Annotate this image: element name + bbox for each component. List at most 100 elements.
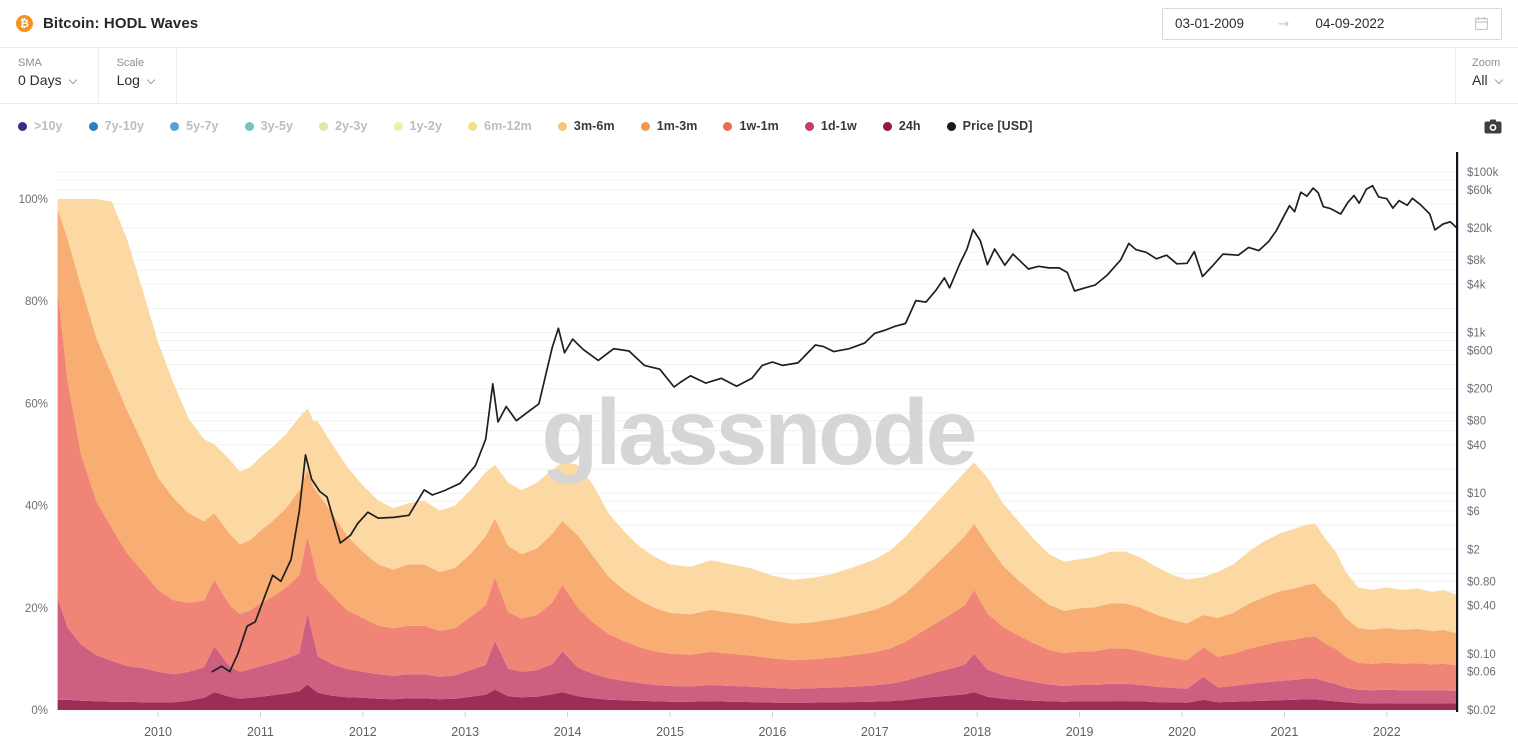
svg-text:$10: $10	[1467, 488, 1486, 500]
page-title: Bitcoin: HODL Waves	[43, 15, 199, 32]
camera-button[interactable]	[1484, 119, 1502, 134]
svg-text:2021: 2021	[1270, 725, 1298, 739]
svg-text:80%: 80%	[25, 296, 48, 308]
svg-text:$40: $40	[1467, 440, 1486, 452]
legend-dot	[804, 121, 814, 131]
legend-dot	[640, 121, 650, 131]
svg-text:2012: 2012	[349, 725, 377, 739]
chevron-down-icon	[146, 75, 156, 85]
svg-text:$200: $200	[1467, 384, 1493, 396]
legend-dot	[393, 121, 403, 131]
legend-label: 5y-7y	[186, 119, 219, 133]
svg-text:2016: 2016	[758, 725, 786, 739]
toolbar-spacer	[177, 48, 1455, 103]
legend-dot	[18, 121, 27, 131]
scale-label: Scale	[116, 57, 145, 69]
svg-text:2011: 2011	[247, 725, 274, 739]
legend-item-3m-6m[interactable]: 3m-6m	[557, 119, 615, 133]
legend-dot	[723, 121, 733, 131]
zoom-value: All	[1472, 72, 1488, 88]
svg-text:0%: 0%	[31, 705, 48, 717]
legend-item-5y-7y[interactable]: 5y-7y	[170, 119, 218, 133]
svg-text:2014: 2014	[554, 725, 582, 739]
scale-dropdown[interactable]: Scale Log	[99, 48, 177, 103]
legend-item-1y-2y[interactable]: 1y-2y	[393, 119, 443, 133]
legend: >10y 7y-10y 5y-7y 3y-5y 2y-3y 1y-2y 6m-12m 3m-6…	[18, 119, 1033, 133]
legend-label: 1w-1m	[739, 119, 779, 133]
legend-dot	[88, 121, 98, 131]
svg-text:20%: 20%	[25, 603, 48, 615]
svg-text:$80: $80	[1467, 416, 1486, 428]
svg-text:$600: $600	[1467, 345, 1493, 357]
legend-dot	[319, 121, 329, 131]
chevron-down-icon	[1494, 75, 1503, 85]
svg-text:40%: 40%	[25, 501, 48, 513]
svg-text:2010: 2010	[144, 725, 172, 739]
toolbar: SMA 0 Days Scale Log Zoom All	[0, 48, 1518, 104]
svg-text:$4k: $4k	[1467, 279, 1486, 291]
legend-item--10y[interactable]: >10y	[18, 119, 63, 133]
legend-dot	[882, 121, 892, 131]
svg-text:$0.10: $0.10	[1467, 649, 1496, 661]
legend-label: 7y-10y	[104, 119, 145, 133]
sma-label: SMA	[18, 57, 42, 69]
zoom-dropdown[interactable]: Zoom All	[1455, 48, 1518, 103]
svg-text:2018: 2018	[963, 725, 991, 739]
legend-dot	[468, 121, 478, 131]
header: ₿ Bitcoin: HODL Waves 03-01-2009 → 04-09…	[0, 0, 1518, 48]
legend-item-price-usd-[interactable]: Price [USD]	[946, 119, 1033, 133]
svg-text:2013: 2013	[451, 725, 479, 739]
bitcoin-icon: ₿	[16, 15, 33, 32]
zoom-label: Zoom	[1472, 57, 1501, 69]
svg-text:$1k: $1k	[1467, 328, 1486, 340]
svg-text:$0.02: $0.02	[1467, 705, 1496, 717]
svg-text:$20k: $20k	[1467, 223, 1492, 235]
legend-dot	[244, 121, 254, 131]
svg-text:2019: 2019	[1066, 725, 1094, 739]
legend-label: 6m-12m	[484, 119, 532, 133]
legend-dot	[557, 121, 567, 131]
date-from-input[interactable]: 03-01-2009	[1175, 16, 1245, 31]
svg-text:glassnode: glassnode	[542, 380, 975, 484]
legend-label: >10y	[34, 119, 63, 133]
legend-label: 1d-1w	[820, 119, 857, 133]
legend-label: 3m-6m	[573, 119, 615, 133]
legend-dot	[946, 121, 956, 131]
sma-dropdown[interactable]: SMA 0 Days	[0, 48, 99, 103]
svg-text:2017: 2017	[861, 725, 889, 739]
svg-text:2015: 2015	[656, 725, 684, 739]
date-to-input[interactable]: 04-09-2022	[1315, 16, 1385, 31]
legend-item-24h[interactable]: 24h	[882, 119, 921, 133]
svg-text:$0.06: $0.06	[1467, 667, 1496, 679]
sma-value: 0 Days	[18, 72, 62, 88]
calendar-icon[interactable]	[1474, 16, 1489, 31]
legend-dot	[170, 121, 180, 131]
arrow-right-icon: →	[1278, 15, 1290, 32]
legend-label: 1y-2y	[409, 119, 443, 133]
svg-text:$2: $2	[1467, 544, 1480, 556]
legend-label: 2y-3y	[335, 119, 368, 133]
svg-text:60%: 60%	[25, 398, 48, 410]
legend-item-1w-1m[interactable]: 1w-1m	[723, 119, 779, 133]
legend-label: Price [USD]	[962, 119, 1033, 133]
legend-item-2y-3y[interactable]: 2y-3y	[319, 119, 367, 133]
legend-row: >10y 7y-10y 5y-7y 3y-5y 2y-3y 1y-2y 6m-12m 3m-6…	[0, 104, 1518, 148]
svg-text:$8k: $8k	[1467, 255, 1486, 267]
legend-item-6m-12m[interactable]: 6m-12m	[468, 119, 532, 133]
chevron-down-icon	[68, 75, 77, 85]
svg-text:$60k: $60k	[1467, 185, 1492, 197]
svg-text:2020: 2020	[1168, 725, 1196, 739]
legend-label: 1m-3m	[656, 119, 698, 133]
date-range-picker[interactable]: 03-01-2009 → 04-09-2022	[1162, 7, 1502, 40]
legend-label: 3y-5y	[260, 119, 294, 133]
legend-label: 24h	[898, 119, 921, 133]
legend-item-1d-1w[interactable]: 1d-1w	[804, 119, 857, 133]
legend-item-3y-5y[interactable]: 3y-5y	[244, 119, 294, 133]
svg-text:2022: 2022	[1373, 725, 1401, 739]
legend-item-7y-10y[interactable]: 7y-10y	[88, 119, 145, 133]
legend-item-1m-3m[interactable]: 1m-3m	[640, 119, 698, 133]
svg-text:100%: 100%	[19, 194, 48, 206]
